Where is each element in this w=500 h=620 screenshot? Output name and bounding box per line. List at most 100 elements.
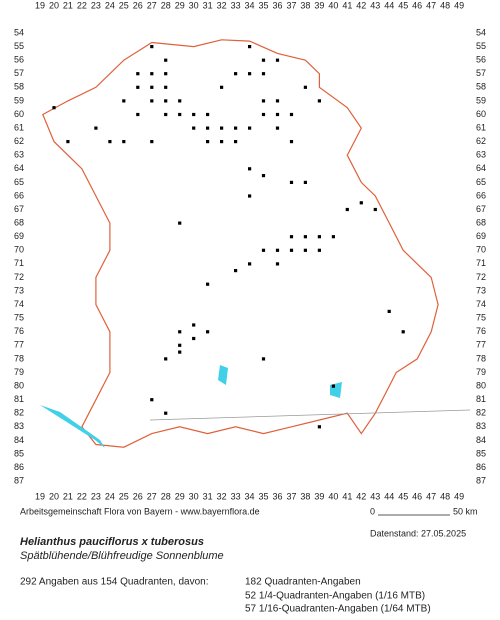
grid-column-label: 48 — [440, 0, 450, 10]
grid-column-label: 29 — [175, 491, 185, 501]
grid-column-label: 42 — [356, 491, 366, 501]
grid-row-label: 86 — [476, 462, 486, 472]
grid-column-label: 35 — [259, 0, 269, 10]
grid-row-label: 68 — [14, 217, 24, 227]
grid-column-label: 21 — [63, 491, 73, 501]
summary-line: 182 Quadranten-Angaben — [245, 577, 361, 588]
grid-column-label: 37 — [286, 491, 296, 501]
occurrence-dot — [164, 85, 168, 89]
occurrence-dot — [178, 350, 182, 354]
grid-column-label: 19 — [35, 491, 45, 501]
grid-column-label: 27 — [147, 491, 157, 501]
grid-row-label: 70 — [14, 245, 24, 255]
occurrence-dot — [317, 425, 321, 429]
grid-row-label: 60 — [14, 109, 24, 119]
grid-row-label: 71 — [476, 258, 486, 268]
grid-column-label: 45 — [398, 491, 408, 501]
grid-column-label: 31 — [203, 491, 213, 501]
grid-row-label: 85 — [14, 448, 24, 458]
grid-row-label: 68 — [476, 217, 486, 227]
grid-column-label: 47 — [426, 0, 436, 10]
grid-row-label: 76 — [476, 326, 486, 336]
occurrence-dot — [261, 357, 266, 361]
occurrence-dot — [136, 72, 140, 76]
grid-column-label: 24 — [105, 0, 115, 10]
grid-column-label: 25 — [119, 0, 129, 10]
grid-row-label: 78 — [14, 353, 24, 363]
grid-row-label: 82 — [14, 408, 24, 418]
grid-column-label: 46 — [412, 491, 422, 501]
occurrence-dot — [192, 126, 196, 130]
grid-row-label: 77 — [14, 340, 24, 350]
grid-column-label: 32 — [217, 0, 227, 10]
grid-column-label: 49 — [454, 491, 464, 501]
grid-column-label: 22 — [77, 0, 87, 10]
grid-column-label: 20 — [49, 0, 59, 10]
common-name: Spätblühende/Blühfreudige Sonnenblume — [20, 550, 224, 562]
grid-column-label: 38 — [300, 491, 310, 501]
occurrence-dot — [317, 99, 321, 103]
grid-column-label: 44 — [384, 0, 394, 10]
grid-row-label: 64 — [476, 163, 486, 173]
grid-row-label: 86 — [14, 462, 24, 472]
occurrence-dot — [178, 343, 182, 347]
occurrence-dot — [150, 398, 154, 402]
grid-row-label: 73 — [476, 285, 486, 295]
grid-row-label: 81 — [476, 394, 486, 404]
grid-row-label: 58 — [14, 82, 24, 92]
grid-row-label: 67 — [14, 204, 24, 214]
grid-column-label: 26 — [133, 0, 143, 10]
occurrence-dot — [275, 58, 280, 62]
grid-row-label: 57 — [476, 68, 486, 78]
grid-row-label: 63 — [14, 150, 24, 160]
occurrence-dot — [192, 336, 196, 341]
date: Datenstand: 27.05.2025 — [370, 528, 466, 538]
summary-line: 52 1/4-Quadranten-Angaben (1/16 MTB) — [245, 591, 425, 602]
occurrence-dot — [303, 180, 307, 184]
grid-column-label: 20 — [49, 491, 59, 501]
occurrence-dot — [150, 99, 154, 103]
occurrence-dot — [220, 85, 224, 89]
grid-column-label: 31 — [203, 0, 213, 10]
occurrence-dot — [234, 269, 238, 273]
occurrence-dot — [178, 112, 182, 117]
occurrence-dot — [206, 282, 210, 286]
grid-column-label: 43 — [370, 491, 380, 501]
occurrence-dot — [289, 248, 294, 252]
grid-row-label: 70 — [476, 245, 486, 255]
grid-column-label: 30 — [189, 0, 199, 10]
grid-row-label: 59 — [14, 95, 24, 105]
grid-row-label: 62 — [476, 136, 486, 146]
grid-column-label: 22 — [77, 491, 87, 501]
grid-row-label: 82 — [476, 408, 486, 418]
grid-row-label: 80 — [476, 380, 486, 390]
occurrence-dot — [261, 174, 266, 178]
grid-row-label: 73 — [14, 285, 24, 295]
grid-row-label: 55 — [14, 41, 24, 51]
grid-row-label: 69 — [476, 231, 486, 241]
grid-column-label: 34 — [245, 491, 255, 501]
grid-column-label: 33 — [231, 491, 241, 501]
grid-column-label: 38 — [300, 0, 310, 10]
occurrence-dot — [289, 112, 294, 117]
grid-column-label: 36 — [272, 0, 282, 10]
occurrence-dot — [275, 248, 280, 252]
occurrence-dot — [261, 112, 266, 117]
occurrence-dot — [248, 167, 252, 171]
grid-column-label: 36 — [272, 491, 282, 501]
occurrence-dot — [303, 235, 307, 239]
grid-row-label: 54 — [14, 27, 24, 37]
occurrence-dot — [178, 330, 182, 334]
occurrence-dot — [164, 112, 168, 117]
occurrence-dot — [136, 85, 140, 89]
occurrence-dot — [345, 207, 349, 212]
occurrence-dot — [401, 330, 405, 334]
occurrence-dot — [331, 384, 335, 388]
occurrence-dot — [108, 140, 112, 144]
grid-column-label: 43 — [370, 0, 380, 10]
grid-column-label: 49 — [454, 0, 464, 10]
occurrence-dot — [275, 112, 280, 117]
